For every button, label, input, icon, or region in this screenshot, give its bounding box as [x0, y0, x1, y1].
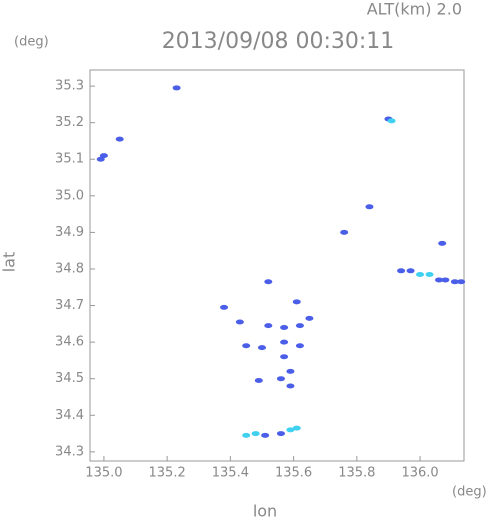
echo — [435, 277, 444, 283]
echo — [280, 354, 289, 360]
y-axis-label: lat — [0, 252, 19, 273]
echo — [425, 271, 434, 277]
echo — [251, 431, 260, 437]
echo — [172, 85, 181, 91]
y-tick-label: 35.0 — [55, 188, 84, 203]
y-tick-label: 35.1 — [55, 152, 84, 167]
x-tick-label: 135.0 — [85, 466, 122, 481]
echo — [416, 271, 425, 277]
x-unit: (deg) — [452, 485, 487, 500]
echo — [450, 279, 459, 285]
echo — [292, 425, 301, 431]
x-axis-label: lon — [253, 502, 277, 521]
chart-title: 2013/09/08 00:30:11 — [162, 29, 395, 54]
y-tick-label: 34.3 — [55, 444, 84, 459]
echo — [264, 279, 273, 285]
y-unit: (deg) — [14, 35, 49, 50]
y-tick-label: 34.6 — [55, 335, 84, 350]
echo — [235, 319, 244, 325]
echo — [264, 323, 273, 329]
echo — [340, 229, 349, 235]
echo — [280, 324, 289, 330]
echo — [242, 432, 251, 438]
echo — [261, 432, 270, 438]
echo — [457, 279, 466, 285]
echo — [220, 304, 229, 310]
echo — [295, 323, 304, 329]
echo — [96, 156, 105, 162]
echo — [305, 315, 314, 321]
echo — [242, 343, 251, 349]
y-tick-label: 34.5 — [55, 371, 84, 386]
x-tick-label: 136.0 — [401, 466, 438, 481]
altitude: ALT(km) 2.0 — [367, 0, 462, 19]
echo — [438, 240, 447, 246]
x-tick-label: 135.8 — [338, 466, 375, 481]
echo — [99, 153, 108, 159]
echo — [115, 136, 124, 142]
y-tick-label: 35.2 — [55, 115, 84, 130]
echo — [295, 343, 304, 349]
echo — [406, 268, 415, 274]
echo — [365, 204, 374, 210]
echo — [397, 268, 406, 274]
x-tick-label: 135.4 — [212, 466, 249, 481]
echo — [276, 431, 285, 437]
y-tick-label: 34.9 — [55, 225, 84, 240]
echo — [292, 299, 301, 305]
echo — [286, 368, 295, 374]
x-tick-label: 135.2 — [149, 466, 186, 481]
echo — [441, 277, 450, 283]
y-tick-label: 34.8 — [55, 261, 84, 276]
echo — [280, 339, 289, 345]
echo — [286, 427, 295, 433]
echo — [276, 376, 285, 382]
x-tick-label: 135.6 — [275, 466, 312, 481]
y-tick-label: 34.7 — [55, 298, 84, 313]
echo — [286, 383, 295, 389]
echo — [257, 345, 266, 351]
y-tick-label: 35.3 — [55, 79, 84, 94]
echo — [387, 118, 396, 124]
echo — [254, 378, 263, 384]
plot-frame — [89, 69, 465, 462]
y-tick-label: 34.4 — [55, 408, 84, 423]
